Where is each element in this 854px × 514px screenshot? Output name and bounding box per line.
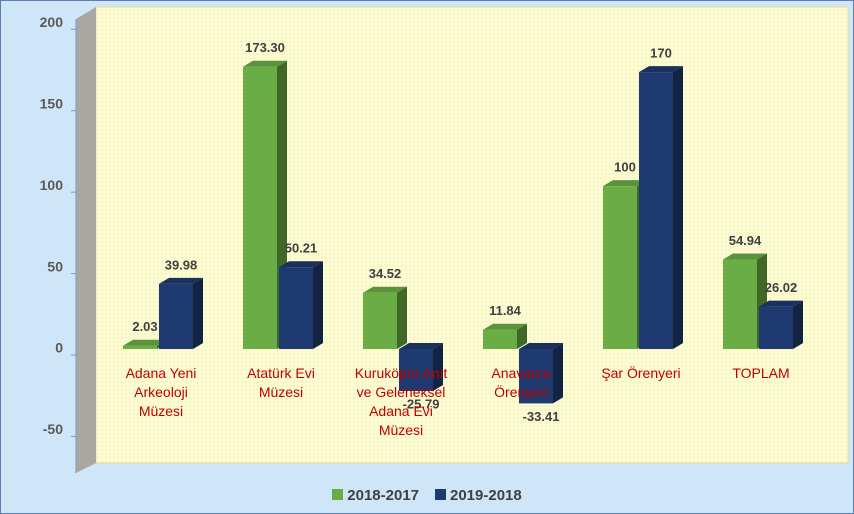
bar-face	[123, 339, 167, 346]
data-label: 34.52	[369, 266, 402, 281]
legend-swatch	[435, 489, 446, 500]
legend-swatch	[332, 489, 344, 500]
bar-face	[399, 343, 443, 349]
bar-face	[519, 343, 563, 349]
bar-face	[639, 66, 683, 73]
plot-area	[95, 6, 849, 464]
bar-face	[603, 186, 637, 349]
x-tick-label: Atatürk Evi Müzesi	[247, 365, 315, 400]
bar-face	[639, 72, 673, 350]
data-label: 100	[614, 160, 636, 175]
data-label: 2.03	[132, 319, 157, 334]
bar-face	[673, 66, 683, 350]
bar-face	[603, 180, 647, 187]
y-tick-label: -50	[43, 421, 63, 437]
y-tick-label: 0	[55, 340, 63, 356]
bar-face	[433, 343, 443, 392]
side-wall	[76, 7, 96, 473]
bar-face	[483, 329, 517, 349]
bar-face	[723, 259, 757, 349]
bar	[603, 180, 647, 349]
bar	[519, 343, 563, 404]
bar-face	[793, 300, 803, 349]
data-label: 54.94	[729, 233, 762, 248]
bar-face	[723, 253, 767, 260]
bar-face	[519, 349, 553, 404]
bar	[399, 343, 443, 392]
bar-face	[399, 349, 433, 392]
y-tick-label: 200	[40, 14, 64, 30]
bar	[159, 277, 203, 349]
bar-face	[243, 60, 287, 67]
x-tick-label: Adana Yeni Arkeoloji Müzesi	[125, 365, 197, 419]
data-label: -33.41	[523, 409, 560, 424]
legend-item: 2018-2017	[332, 487, 419, 504]
bar-face	[279, 261, 323, 268]
bar-face	[397, 286, 407, 349]
data-label: -25.79	[403, 396, 440, 411]
bar-face	[517, 323, 527, 349]
data-label: 26.02	[765, 280, 798, 295]
x-tick-label: Şar Örenyeri	[601, 365, 681, 381]
x-tick-label: Anavarza Örenyeri	[491, 365, 551, 400]
bar-face	[553, 343, 563, 404]
y-tick-label: 50	[47, 258, 63, 274]
bar	[363, 286, 407, 349]
bar-face	[363, 286, 407, 293]
data-label: 11.84	[489, 303, 522, 318]
data-label: 39.98	[165, 257, 198, 272]
bar-face	[759, 306, 793, 349]
bar-face	[243, 66, 277, 350]
y-tick-label: 150	[40, 95, 64, 111]
bar	[483, 323, 527, 349]
legend-label: 2019-2018	[450, 487, 522, 504]
bar-face	[759, 300, 803, 307]
y-tick-label: 100	[40, 177, 64, 193]
bar-face	[483, 323, 527, 330]
bar-face	[363, 292, 397, 349]
legend-label: 2018-2017	[347, 487, 419, 504]
bar	[279, 261, 323, 349]
bar	[639, 66, 683, 350]
legend: 2018-2017 2019-2018	[1, 487, 853, 504]
bar-face	[279, 267, 313, 349]
data-label: 170	[650, 46, 672, 61]
x-tick-label: TOPLAM	[732, 365, 790, 381]
bar-face	[159, 283, 193, 349]
data-label: 173.30	[245, 40, 285, 55]
bar-face	[159, 277, 203, 284]
x-tick-label: Kuruköprü Anıt ve Geleneksel Adana Evi M…	[354, 365, 448, 438]
bar-face	[123, 345, 157, 349]
bar-face	[313, 261, 323, 349]
bar-face	[193, 277, 203, 349]
bar	[759, 300, 803, 349]
data-label: 50.21	[285, 241, 318, 256]
legend-item: 2019-2018	[435, 487, 522, 504]
